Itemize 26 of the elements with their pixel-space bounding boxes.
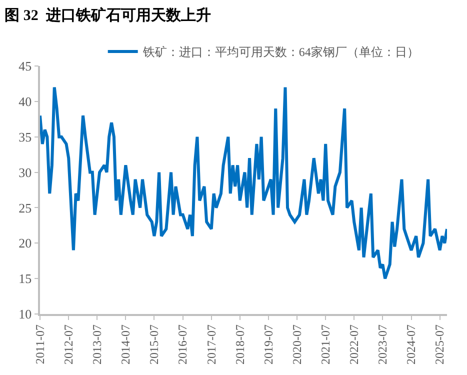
- x-tick-label: 2011-07: [32, 324, 47, 364]
- y-tick-label: 25: [18, 200, 32, 216]
- x-tick-label: 2019-07: [261, 324, 276, 365]
- x-tick-label: 2016-07: [176, 324, 190, 365]
- x-tick-label: 2025-07: [432, 324, 447, 365]
- x-tick-label: 2017-07: [204, 324, 218, 365]
- y-tick-label: 15: [18, 271, 32, 286]
- x-tick-label: 2012-07: [62, 324, 76, 365]
- x-tick-label: 2022-07: [347, 324, 362, 365]
- line-series: [40, 86, 447, 280]
- x-tick-label: 2013-07: [90, 324, 104, 365]
- chart-title: 图 32 进口铁矿石可用天数上升: [4, 6, 211, 24]
- x-tick-label: 2018-07: [232, 324, 247, 365]
- y-tick-label: 45: [18, 58, 32, 74]
- x-tick-label: 2024-07: [404, 324, 418, 365]
- x-tick-label: 2014-07: [118, 324, 133, 365]
- y-tick-label: 20: [18, 236, 32, 251]
- y-tick-label: 30: [18, 164, 32, 180]
- legend-label: 铁矿：进口：平均可用天数：64家钢厂（单位：日）: [142, 45, 419, 60]
- x-tick-label: 2015-07: [147, 324, 162, 365]
- x-tick-label: 2020-07: [290, 324, 304, 365]
- y-tick-label: 40: [18, 94, 32, 109]
- y-tick-label: 10: [18, 306, 32, 322]
- y-tick-label: 35: [18, 129, 32, 144]
- x-tick-label: 2021-07: [318, 324, 332, 365]
- x-tick-label: 2023-07: [376, 324, 390, 365]
